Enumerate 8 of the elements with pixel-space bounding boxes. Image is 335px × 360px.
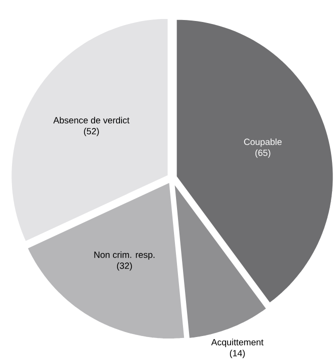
data-label: (32) [117, 262, 132, 271]
data-label: (52) [84, 128, 99, 136]
slice-label: Acquittement [211, 338, 264, 348]
slice-label: Non crim. resp. [94, 251, 154, 260]
data-label: (65) [255, 149, 270, 158]
data-label: (14) [230, 350, 245, 358]
slice-label: Coupable [244, 138, 282, 147]
slice-label: Absence de verdict [53, 116, 130, 124]
